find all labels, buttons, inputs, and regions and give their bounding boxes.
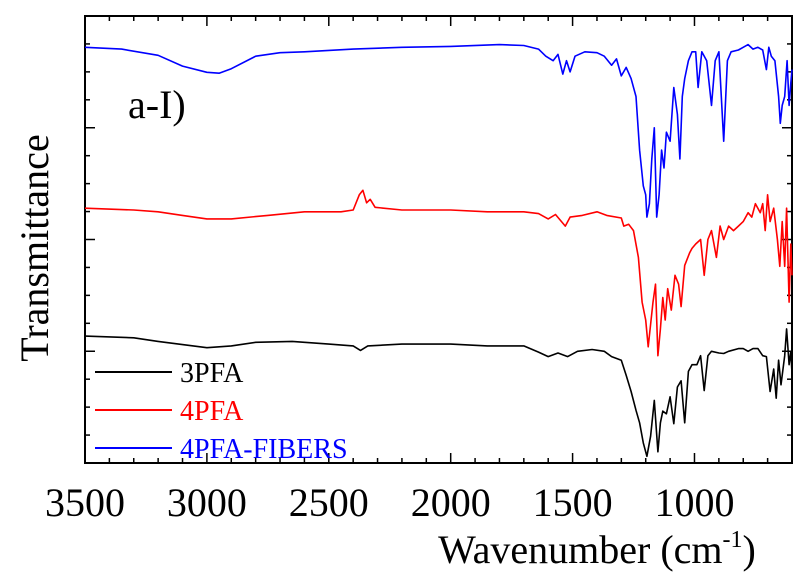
x-axis-label-close: ) [743, 527, 756, 572]
series-line-3pfa [84, 328, 793, 458]
series-line-4pfa-fibers [84, 43, 793, 218]
panel-label: a-I) [128, 82, 186, 127]
x-tick-label: 1000 [654, 480, 734, 525]
legend-label-4pfa-fibers: 4PFA-FIBERS [180, 434, 348, 465]
x-axis-label-superscript: -1 [723, 527, 743, 553]
x-axis-label-main: Wavenumber (cm [438, 527, 722, 572]
legend-label-4pfa: 4PFA [180, 396, 244, 427]
x-axis-label: Wavenumber (cm-1) [438, 527, 756, 572]
legend-label-3pfa: 3PFA [180, 358, 244, 389]
x-tick-labels: 3500 3000 2500 2000 1500 1000 [45, 480, 734, 525]
x-tick-label: 1500 [533, 480, 613, 525]
series-line-4pfa [84, 189, 793, 357]
x-tick-label: 2500 [289, 480, 369, 525]
legend: 3PFA 4PFA 4PFA-FIBERS [95, 358, 348, 465]
x-tick-label: 3500 [45, 480, 125, 525]
x-tick-label: 3000 [167, 480, 247, 525]
y-axis-label: Transmittance [12, 134, 57, 361]
axis-ticks [84, 15, 793, 464]
series-layer [84, 43, 793, 458]
x-tick-label: 2000 [411, 480, 491, 525]
